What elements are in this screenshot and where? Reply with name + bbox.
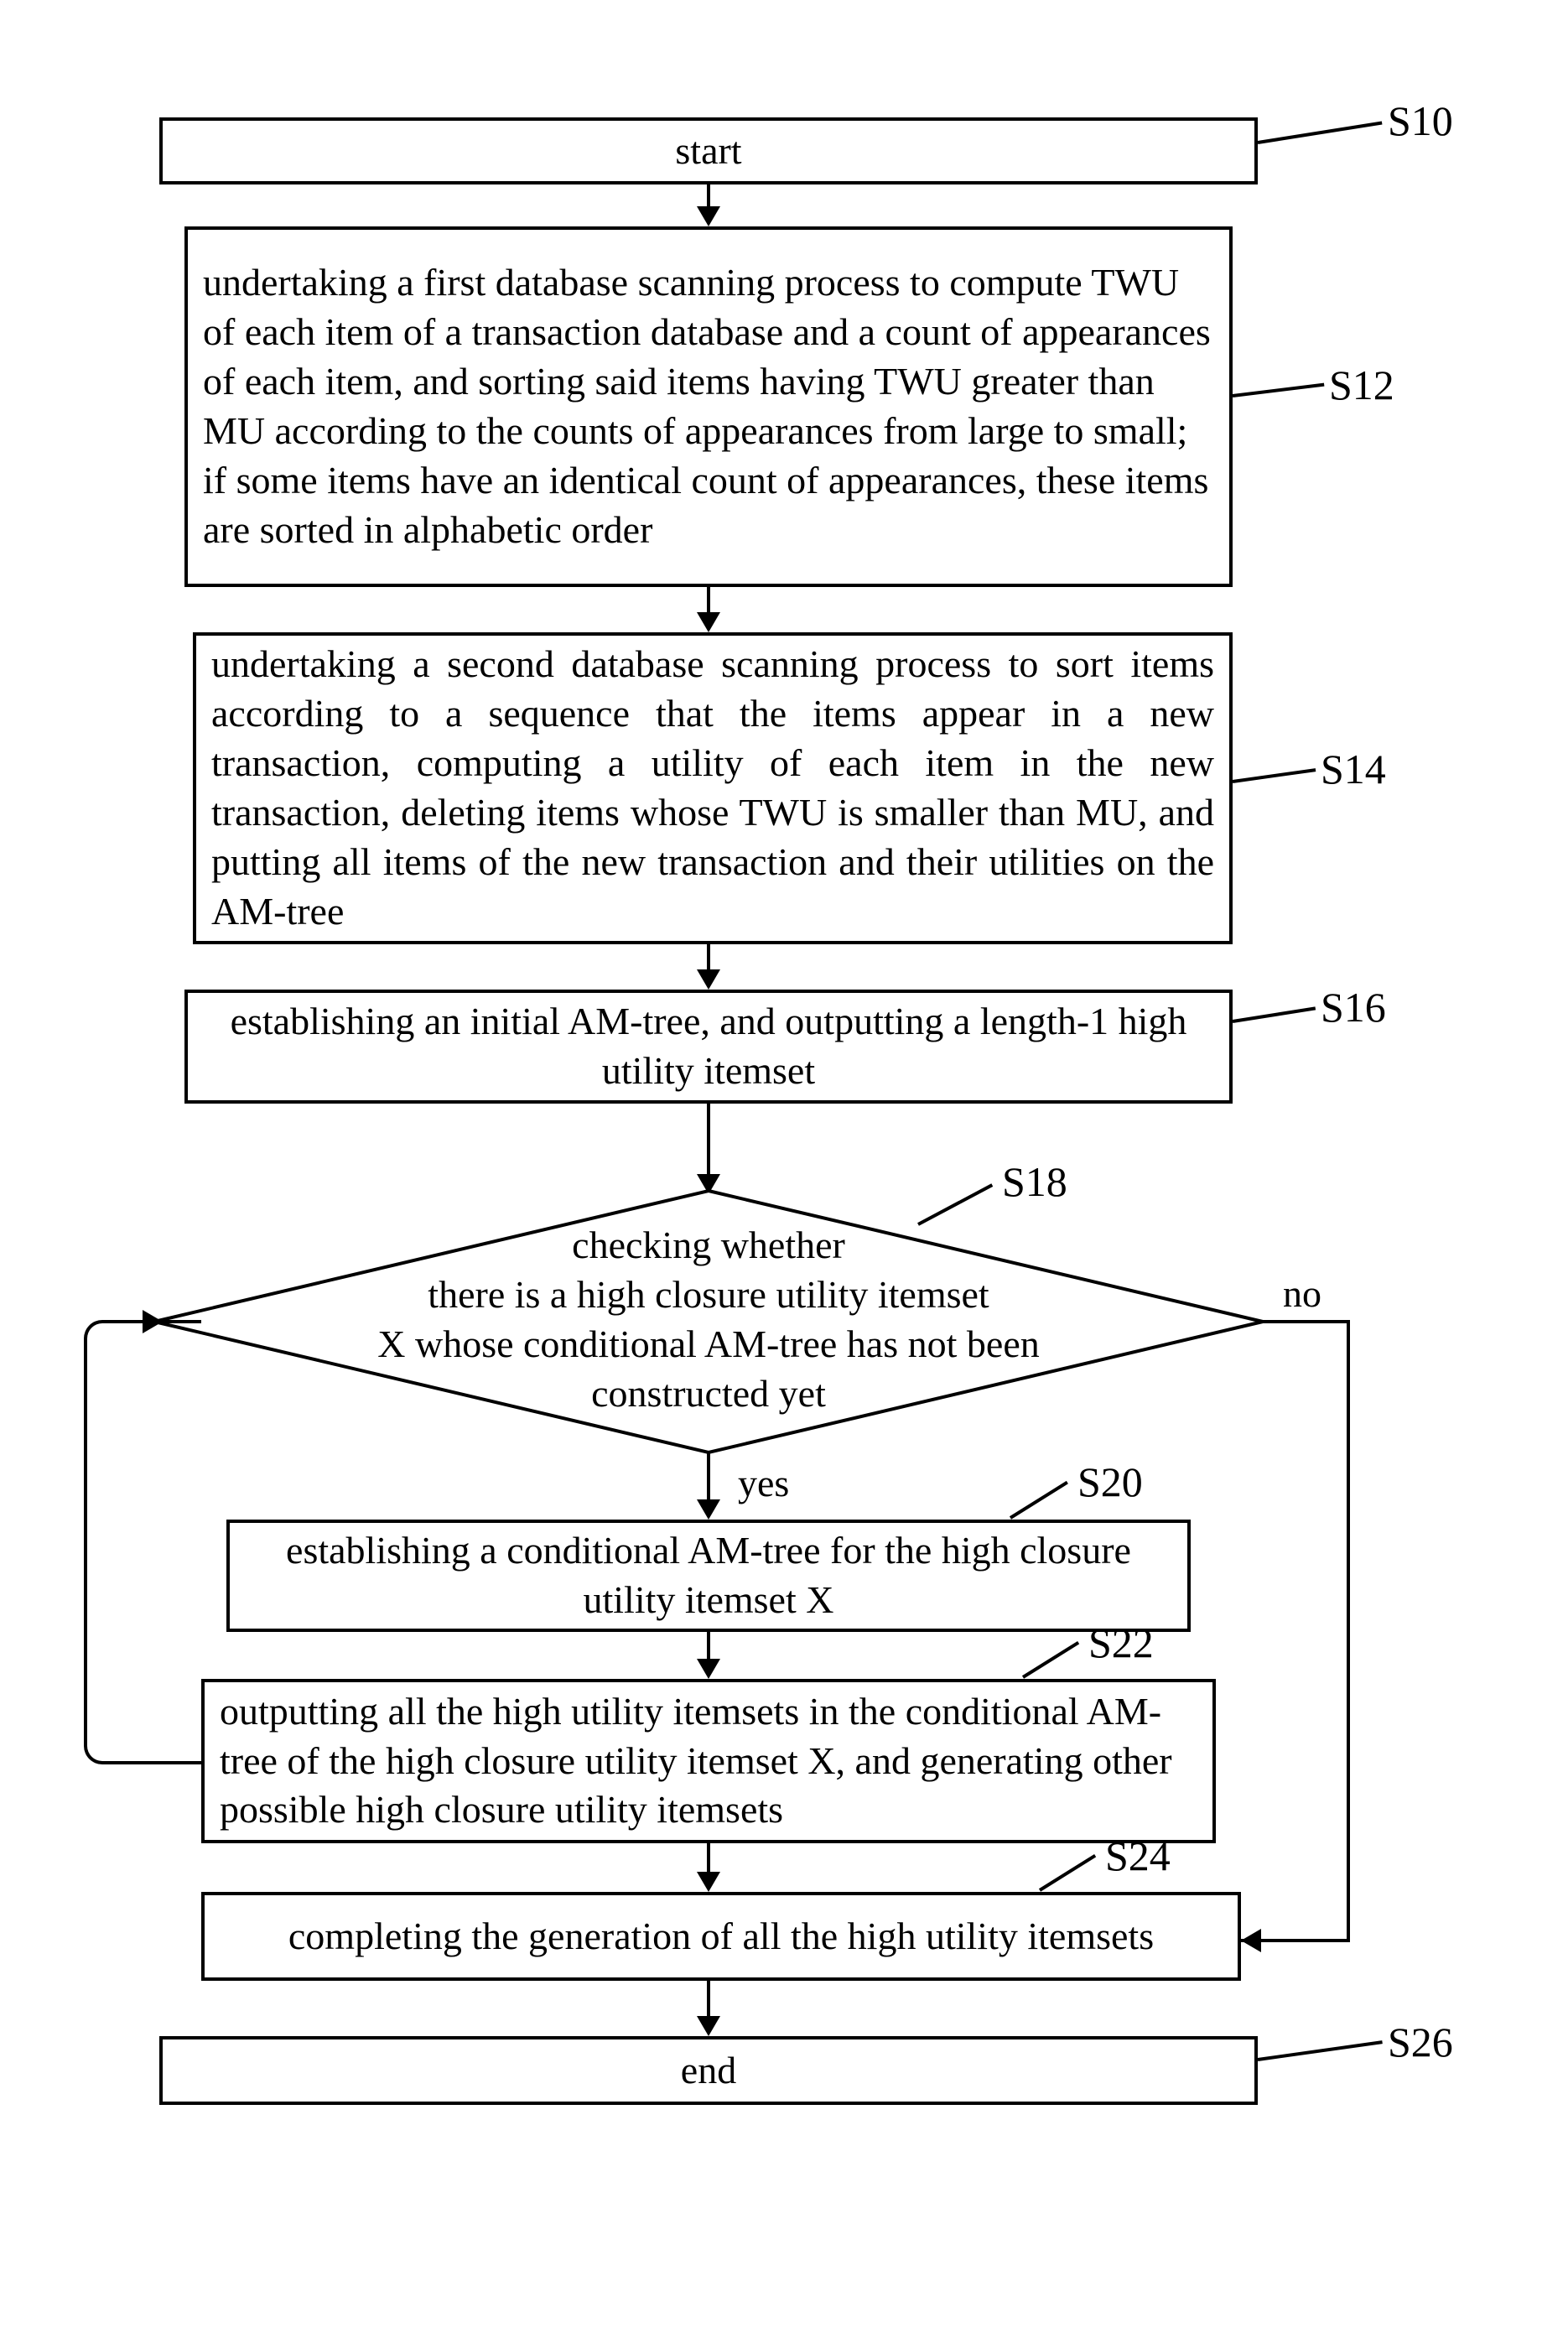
label-s18: S18 — [1002, 1157, 1067, 1206]
label-s20: S20 — [1077, 1457, 1143, 1506]
leader-s10 — [1258, 122, 1383, 144]
leader-s20 — [1010, 1481, 1068, 1520]
edge-s12-s14-head — [697, 612, 720, 632]
node-s14-text: undertaking a second database scanning p… — [196, 633, 1229, 943]
leader-s26 — [1258, 2040, 1383, 2061]
edge-label-yes: yes — [738, 1461, 789, 1505]
label-s16: S16 — [1321, 983, 1386, 1031]
edge-s20-s22-head — [697, 1659, 720, 1679]
edge-s16-s18 — [707, 1104, 710, 1179]
s18-line-3: constructed yet — [151, 1369, 1266, 1419]
label-s26: S26 — [1388, 2018, 1453, 2066]
edge-s18-s24-head — [1241, 1929, 1261, 1952]
edge-s18-s20 — [707, 1452, 710, 1504]
label-s10: S10 — [1388, 96, 1453, 145]
edge-label-no: no — [1283, 1271, 1321, 1316]
leader-s24 — [1039, 1854, 1096, 1892]
node-s18: checking whether there is a high closure… — [151, 1187, 1266, 1456]
node-s18-text: checking whether there is a high closure… — [151, 1221, 1266, 1419]
label-s24: S24 — [1105, 1832, 1171, 1880]
node-s20: establishing a conditional AM-tree for t… — [226, 1520, 1191, 1632]
node-start-text: start — [660, 120, 756, 183]
edge-s24-s26-head — [697, 2016, 720, 2036]
edge-s24-s26 — [707, 1981, 710, 2021]
node-s20-text: establishing a conditional AM-tree for t… — [230, 1520, 1187, 1632]
node-end: end — [159, 2036, 1258, 2105]
node-s22-text: outputting all the high utility itemsets… — [205, 1681, 1212, 1842]
node-s16: establishing an initial AM-tree, and out… — [184, 990, 1233, 1104]
node-s12: undertaking a first database scanning pr… — [184, 226, 1233, 587]
edge-s22-s18-loop — [84, 1320, 201, 1764]
s18-line-0: checking whether — [151, 1221, 1266, 1270]
edge-loop-head — [143, 1310, 163, 1333]
node-s14: undertaking a second database scanning p… — [193, 632, 1233, 944]
node-s24-text: completing the generation of all the hig… — [273, 1905, 1169, 1968]
edge-s18-s20-head — [697, 1499, 720, 1520]
node-s24: completing the generation of all the hig… — [201, 1892, 1241, 1981]
node-s22: outputting all the high utility itemsets… — [201, 1679, 1216, 1843]
s18-line-1: there is a high closure utility itemset — [151, 1270, 1266, 1320]
node-s16-text: establishing an initial AM-tree, and out… — [188, 990, 1229, 1103]
label-s12: S12 — [1329, 361, 1394, 409]
label-s22: S22 — [1088, 1619, 1154, 1667]
edge-s18-s24-h — [1263, 1320, 1350, 1323]
label-s14: S14 — [1321, 745, 1386, 793]
node-end-text: end — [666, 2039, 751, 2102]
node-s12-text: undertaking a first database scanning pr… — [188, 252, 1229, 561]
edge-s22-s24-head — [697, 1872, 720, 1892]
leader-s14 — [1233, 768, 1316, 783]
leader-s22 — [1022, 1641, 1079, 1679]
leader-s16 — [1233, 1006, 1316, 1023]
edge-s10-s12-head — [697, 206, 720, 226]
node-start: start — [159, 117, 1258, 184]
edge-s18-s24-v — [1347, 1320, 1350, 1942]
leader-s12 — [1233, 383, 1325, 397]
s18-line-2: X whose conditional AM-tree has not been — [151, 1320, 1266, 1369]
edge-s14-s16-head — [697, 969, 720, 990]
